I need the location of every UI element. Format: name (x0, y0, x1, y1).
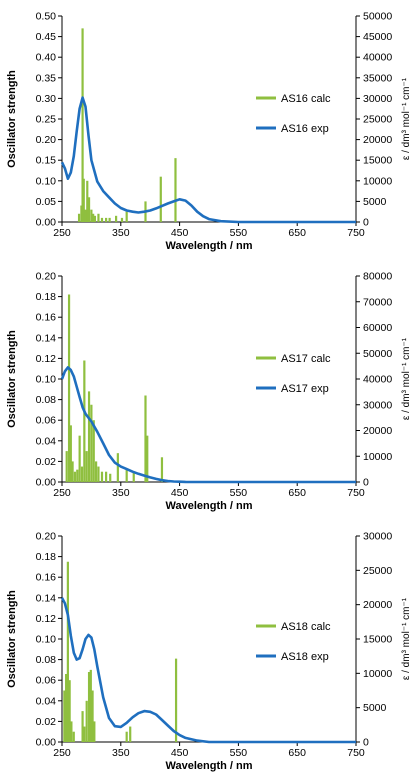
y-axis-label: Oscillator strength (6, 590, 18, 688)
y2-tick-label: 30000 (363, 93, 392, 105)
y2-tick-label: 10000 (363, 175, 392, 187)
y2-tick-label: 50000 (363, 11, 392, 23)
chart-panel-as17: 0.00 0.02 0.04 0.06 0.08 0.10 0.12 0.14 0.16 0.18… (0, 260, 411, 518)
legend-label-exp: AS18 exp (281, 651, 329, 663)
y2-tick-label: 5000 (363, 196, 387, 208)
x-axis-label: Wavelength / nm (166, 500, 253, 512)
x-tick-label: 750 (347, 487, 365, 499)
y-tick-label: 0.08 (36, 654, 57, 666)
x-tick-label: 350 (112, 747, 130, 759)
x-axis-label: Wavelength / nm (166, 240, 253, 252)
chart-panel-as16: 0.00 0.05 0.10 0.15 0.20 0.25 0.30 0.35 0.40 0.45… (0, 0, 411, 258)
y2-tick-label: 20000 (363, 425, 392, 437)
y2-tick-label: 50000 (363, 348, 392, 360)
y-tick-label: 0.10 (36, 374, 57, 386)
y-tick-label: 0.16 (36, 572, 57, 584)
x-tick-label: 650 (288, 747, 306, 759)
y-tick-label: 0.06 (36, 675, 57, 687)
y2-axis-label: ε / dm³ mol⁻¹ cm⁻¹ (401, 597, 411, 680)
y-tick-label: 0.02 (36, 456, 57, 468)
chart-as17: 0.00 0.02 0.04 0.06 0.08 0.10 0.12 0.14 0.16 0.18… (0, 260, 411, 518)
y2-tick-label: 20000 (363, 134, 392, 146)
x-tick-label: 250 (53, 487, 71, 499)
exp-series-line (62, 98, 356, 222)
y-tick-label: 0.10 (36, 634, 57, 646)
y2-tick-label: 25000 (363, 114, 392, 126)
y2-tick-label: 45000 (363, 31, 392, 43)
y-tick-label: 0.02 (36, 716, 57, 728)
x-tick-label: 650 (288, 227, 306, 239)
y-tick-label: 0.12 (36, 353, 57, 365)
y2-tick-label: 40000 (363, 52, 392, 64)
y-tick-label: 0.04 (36, 435, 57, 447)
y2-tick-label: 15000 (363, 634, 392, 646)
y-tick-label: 0.14 (36, 332, 57, 344)
y-tick-label: 0.14 (36, 592, 57, 604)
y-tick-label: 0.18 (36, 551, 57, 563)
y-axis-label: Oscillator strength (6, 70, 18, 168)
y2-tick-label: 70000 (363, 296, 392, 308)
y2-tick-label: 15000 (363, 155, 392, 167)
legend-label-calc: AS16 calc (281, 93, 331, 105)
x-tick-label: 450 (171, 747, 189, 759)
y-tick-label: 0.12 (36, 613, 57, 625)
y2-tick-label: 30000 (363, 531, 392, 543)
y-tick-label: 0.50 (36, 11, 57, 23)
y2-tick-label: 80000 (363, 271, 392, 283)
y-tick-label: 0.15 (36, 155, 57, 167)
y2-axis-label: ε / dm³ mol⁻¹ cm⁻¹ (401, 77, 411, 160)
y-tick-label: 0.04 (36, 695, 57, 707)
y-tick-label: 0.20 (36, 271, 57, 283)
x-axis-label: Wavelength / nm (166, 760, 253, 772)
chart-as18: 0.00 0.02 0.04 0.06 0.08 0.10 0.12 0.14 0.16 0.18… (0, 520, 411, 773)
x-tick-label: 550 (230, 227, 248, 239)
y-tick-label: 0.40 (36, 52, 57, 64)
x-tick-label: 250 (53, 227, 71, 239)
y2-tick-label: 40000 (363, 374, 392, 386)
exp-series-line (62, 598, 356, 742)
y2-tick-label: 10000 (363, 668, 392, 680)
y-tick-label: 0.16 (36, 312, 57, 324)
y2-tick-label: 5000 (363, 702, 387, 714)
x-tick-label: 550 (230, 487, 248, 499)
legend-label-exp: AS17 exp (281, 383, 329, 395)
x-tick-label: 750 (347, 747, 365, 759)
y-tick-label: 0.08 (36, 394, 57, 406)
y-tick-label: 0.30 (36, 93, 57, 105)
x-tick-label: 450 (171, 487, 189, 499)
legend-label-exp: AS16 exp (281, 123, 329, 135)
y-tick-label: 0.06 (36, 415, 57, 427)
y-axis-label: Oscillator strength (6, 330, 18, 428)
y-tick-label: 0.05 (36, 196, 57, 208)
x-tick-label: 350 (112, 487, 130, 499)
x-tick-label: 750 (347, 227, 365, 239)
y-tick-label: 0.18 (36, 291, 57, 303)
x-tick-label: 550 (230, 747, 248, 759)
y-tick-label: 0.45 (36, 31, 57, 43)
legend-label-calc: AS17 calc (281, 353, 331, 365)
x-tick-label: 450 (171, 227, 189, 239)
y2-tick-label: 10000 (363, 451, 392, 463)
chart-as16: 0.00 0.05 0.10 0.15 0.20 0.25 0.30 0.35 0.40 0.45… (0, 0, 411, 258)
y2-tick-label: 20000 (363, 599, 392, 611)
y2-tick-label: 25000 (363, 565, 392, 577)
y-tick-label: 0.20 (36, 134, 57, 146)
x-tick-label: 250 (53, 747, 71, 759)
y-tick-label: 0.35 (36, 72, 57, 84)
y2-tick-label: 35000 (363, 72, 392, 84)
y-tick-label: 0.20 (36, 531, 57, 543)
y2-axis-label: ε / dm³ mol⁻¹ cm⁻¹ (401, 337, 411, 420)
legend-label-calc: AS18 calc (281, 621, 331, 633)
y2-tick-label: 60000 (363, 322, 392, 334)
y2-tick-label: 30000 (363, 399, 392, 411)
chart-panel-as18: 0.00 0.02 0.04 0.06 0.08 0.10 0.12 0.14 0.16 0.18… (0, 520, 411, 778)
x-tick-label: 350 (112, 227, 130, 239)
y-tick-label: 0.25 (36, 114, 57, 126)
y-tick-label: 0.10 (36, 175, 57, 187)
x-tick-label: 650 (288, 487, 306, 499)
